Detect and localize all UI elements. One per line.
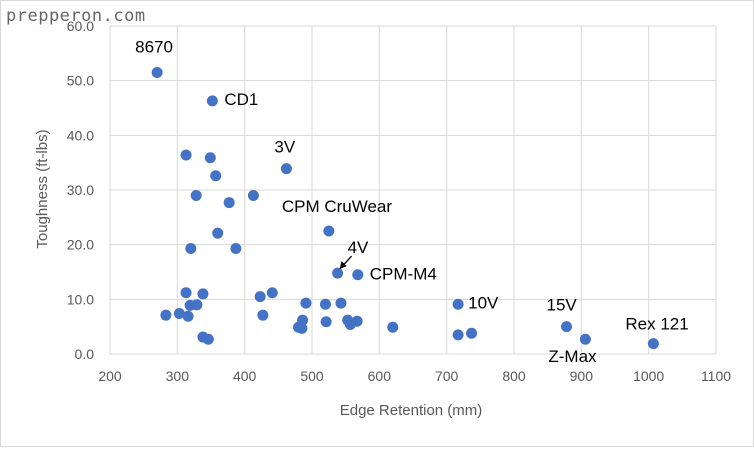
data-point <box>197 288 209 300</box>
y-tick-label: 0.0 <box>75 346 95 362</box>
x-tick-label: 200 <box>98 368 122 384</box>
y-tick-label: 20.0 <box>67 237 94 253</box>
data-point <box>387 321 399 333</box>
watermark-text: prepperon.com <box>6 6 146 26</box>
data-point <box>206 95 218 107</box>
data-point <box>344 318 356 330</box>
data-point <box>561 321 573 333</box>
data-point <box>323 225 335 237</box>
data-point <box>320 316 332 328</box>
data-point <box>466 327 478 339</box>
x-tick-label: 1000 <box>633 368 664 384</box>
data-point <box>190 189 202 201</box>
x-tick-label: 900 <box>570 368 594 384</box>
data-label: Z-Max <box>548 347 597 366</box>
data-points <box>151 66 659 350</box>
x-axis-title: Edge Retention (mm) <box>340 402 483 419</box>
data-point <box>296 322 308 334</box>
data-label: 10V <box>468 293 499 312</box>
x-tick-labels: 200 300 400 500 600 700 800 900 1000 1100 <box>98 368 731 384</box>
data-point <box>230 242 242 254</box>
data-point <box>212 227 224 239</box>
data-point <box>335 297 347 309</box>
data-point <box>647 338 659 350</box>
data-point <box>352 269 364 281</box>
data-point <box>247 189 259 201</box>
data-point <box>185 242 197 254</box>
data-point <box>180 287 192 299</box>
data-point <box>579 333 591 345</box>
x-tick-label: 800 <box>502 368 526 384</box>
data-point <box>191 299 203 311</box>
data-point <box>204 152 216 164</box>
data-point <box>180 149 192 161</box>
x-tick-label: 300 <box>166 368 190 384</box>
data-point <box>173 308 185 320</box>
x-tick-label: 700 <box>435 368 459 384</box>
data-point <box>266 287 278 299</box>
data-point <box>254 291 266 303</box>
y-axis-title: Toughness (ft-lbs) <box>34 129 51 248</box>
data-point <box>210 170 222 182</box>
data-point <box>223 197 235 209</box>
data-label: CD1 <box>224 90 258 109</box>
data-label: 15V <box>547 296 578 315</box>
x-tick-label: 500 <box>300 368 324 384</box>
y-tick-labels: 0.0 10.0 20.0 30.0 40.0 50.0 60.0 <box>67 18 94 362</box>
data-point <box>452 329 464 341</box>
y-gridlines <box>110 25 716 355</box>
y-tick-label: 60.0 <box>67 18 94 34</box>
data-point <box>257 309 269 321</box>
data-label: 3V <box>274 138 295 157</box>
data-label: 4V <box>348 238 369 257</box>
x-tick-label: 1100 <box>701 368 731 384</box>
data-label: Rex 121 <box>625 315 688 334</box>
data-point <box>452 298 464 310</box>
data-point <box>202 333 214 345</box>
data-label: 8670 <box>135 37 173 56</box>
x-tick-label: 400 <box>233 368 257 384</box>
data-label: CPM-M4 <box>370 265 437 284</box>
y-tick-label: 10.0 <box>67 291 94 307</box>
x-tick-label: 600 <box>368 368 392 384</box>
y-tick-label: 40.0 <box>67 127 94 143</box>
annotation-arrow-head <box>339 261 347 270</box>
data-point <box>332 267 344 279</box>
data-point <box>160 309 172 321</box>
data-point <box>151 66 163 78</box>
data-point <box>182 310 194 322</box>
y-tick-label: 50.0 <box>67 73 94 89</box>
data-label: CPM CruWear <box>282 197 393 216</box>
data-point <box>300 297 312 309</box>
data-point <box>319 298 331 310</box>
y-tick-label: 30.0 <box>67 182 94 198</box>
data-point <box>280 163 292 175</box>
